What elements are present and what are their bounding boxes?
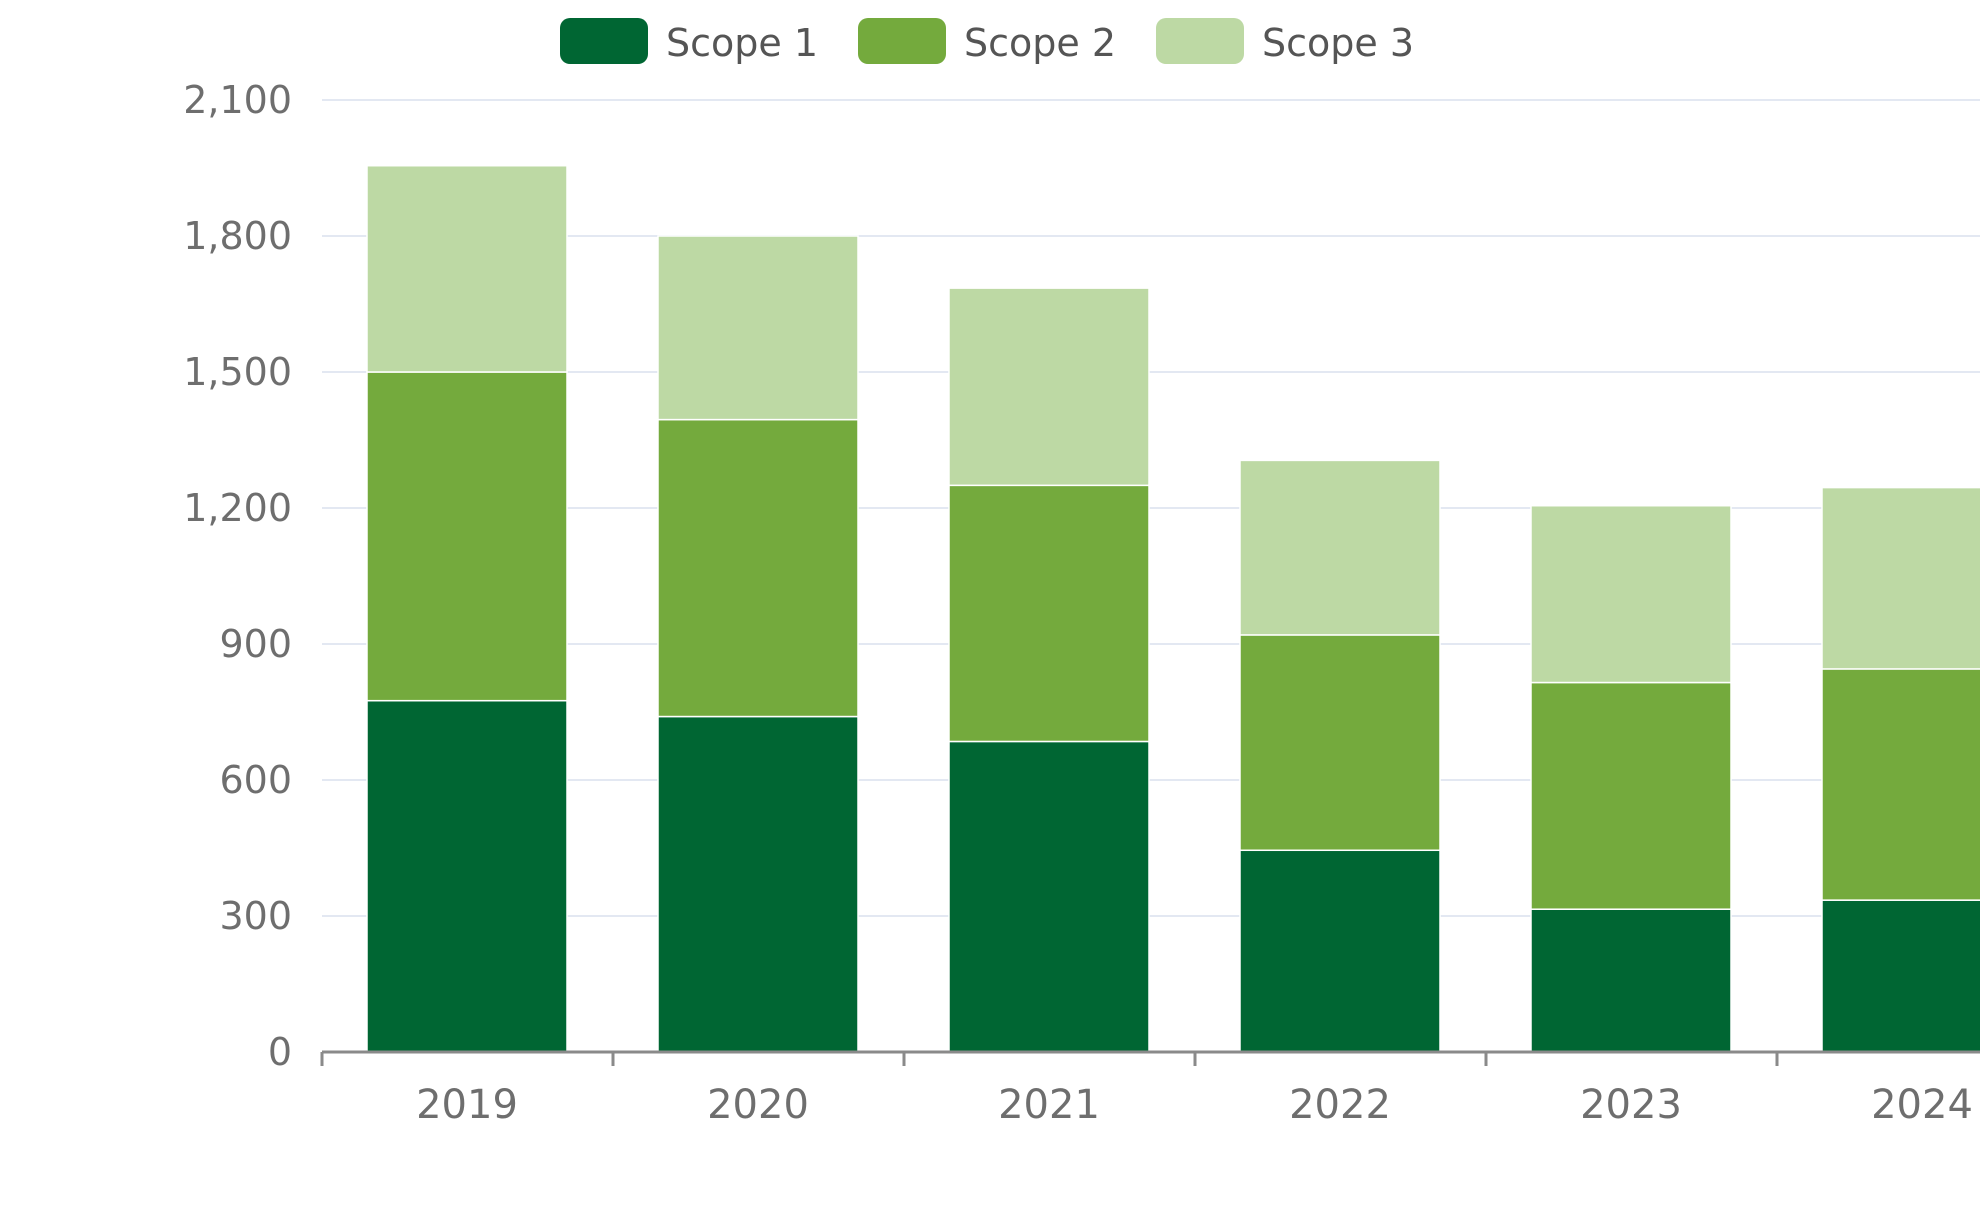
- y-tick-label: 1,800: [183, 214, 292, 258]
- bar-segment-scope-1-2024[interactable]: [1821, 899, 1980, 1053]
- bar-segment-scope-3-2023[interactable]: [1530, 504, 1732, 684]
- x-tick-label: 2024: [1871, 1082, 1973, 1128]
- legend-swatch: [1156, 18, 1244, 64]
- grid-lines: [322, 99, 1980, 917]
- y-tick-label: 0: [268, 1030, 292, 1074]
- bar-segment-scope-1-2022[interactable]: [1239, 849, 1441, 1053]
- x-tick-label: 2023: [1580, 1082, 1682, 1128]
- bar-segment-scope-2-2024[interactable]: [1821, 668, 1980, 901]
- x-tick-label: 2019: [416, 1082, 518, 1128]
- y-tick-label: 900: [219, 622, 292, 666]
- bar-segment-scope-2-2022[interactable]: [1239, 634, 1441, 852]
- bar-segment-scope-2-2019[interactable]: [366, 371, 568, 702]
- y-tick-label: 1,500: [183, 350, 292, 394]
- bar-segment-scope-1-2020[interactable]: [657, 715, 859, 1053]
- x-tick-label: 2022: [1289, 1082, 1391, 1128]
- bar-segment-scope-1-2021[interactable]: [948, 740, 1150, 1053]
- bar-segment-scope-3-2021[interactable]: [948, 287, 1150, 487]
- legend-item-scope-3[interactable]: Scope 3: [1156, 18, 1414, 65]
- bar-segment-scope-2-2020[interactable]: [657, 418, 859, 718]
- y-tick-label: 600: [219, 758, 292, 802]
- y-tick-label: 1,200: [183, 486, 292, 530]
- bar-segment-scope-3-2024[interactable]: [1821, 486, 1980, 670]
- bar-segment-scope-2-2023[interactable]: [1530, 681, 1732, 910]
- bar-segment-scope-3-2019[interactable]: [366, 164, 568, 373]
- bar-segment-scope-1-2023[interactable]: [1530, 908, 1732, 1053]
- legend-label: Scope 1: [666, 21, 818, 65]
- legend-swatch: [858, 18, 946, 64]
- y-tick-label: 300: [219, 894, 292, 938]
- y-tick-label: 2,100: [183, 78, 292, 122]
- bar-segment-scope-3-2022[interactable]: [1239, 459, 1441, 636]
- bar-segment-scope-2-2021[interactable]: [948, 484, 1150, 743]
- legend-label: Scope 3: [1262, 21, 1414, 65]
- x-axis-tick-labels: 2019 2020 2021 2022 2023 2024: [416, 1082, 1973, 1128]
- bar-segment-scope-3-2020[interactable]: [657, 235, 859, 421]
- legend-swatch: [560, 18, 648, 64]
- legend[interactable]: Scope 1 Scope 2 Scope 3: [560, 18, 1414, 65]
- x-tick-label: 2020: [707, 1082, 809, 1128]
- bar-segment-scope-1-2019[interactable]: [366, 699, 568, 1053]
- legend-item-scope-2[interactable]: Scope 2: [858, 18, 1116, 65]
- y-axis-tick-labels: 0 300 600 900 1,200 1,500 1,800 2,100: [183, 78, 292, 1074]
- x-axis: [320, 1050, 1980, 1066]
- bars: [366, 164, 1980, 1053]
- legend-label: Scope 2: [964, 21, 1116, 65]
- legend-item-scope-1[interactable]: Scope 1: [560, 18, 818, 65]
- x-tick-label: 2021: [998, 1082, 1100, 1128]
